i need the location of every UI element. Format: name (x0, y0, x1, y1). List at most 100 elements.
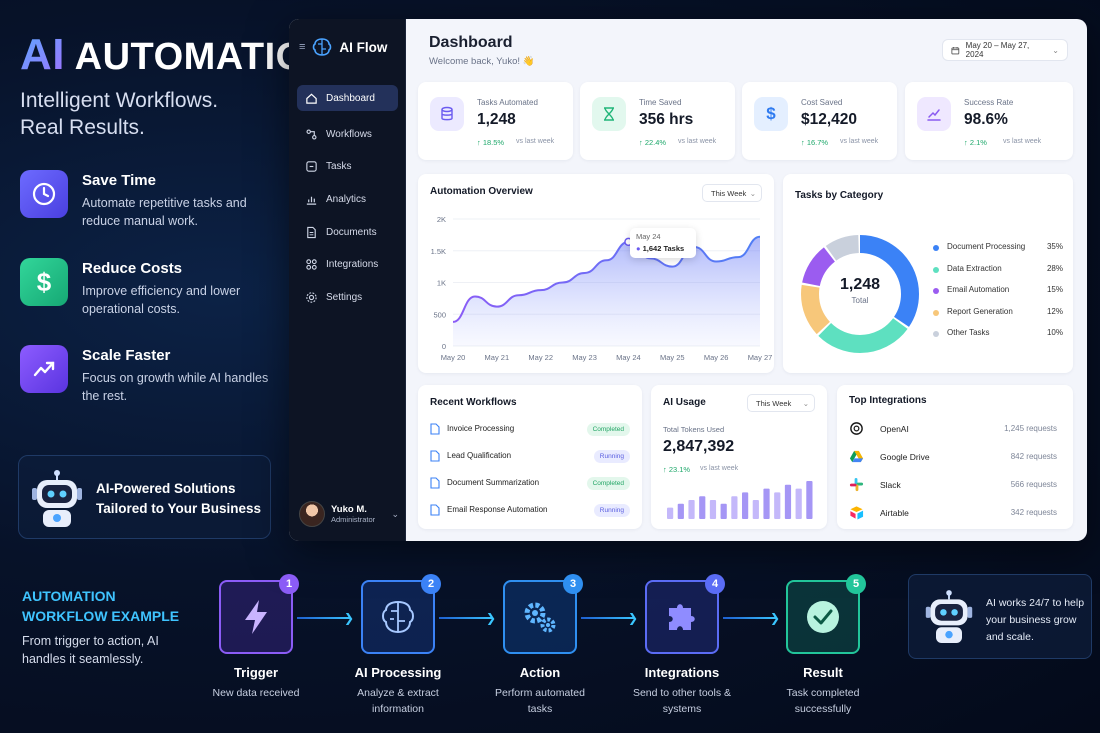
airtable-icon (850, 506, 864, 520)
arrow-head-icon: ❯ (486, 611, 497, 625)
top-integrations-card: Top Integrations OpenAI 1,245 requests G… (837, 385, 1073, 529)
workflow-name: Document Summarization (447, 478, 540, 487)
arrow-connector (723, 617, 777, 619)
usage-label: Total Tokens Used (663, 425, 725, 434)
nav-tasks[interactable]: Tasks (297, 153, 398, 179)
stat-label: Success Rate (964, 98, 1014, 107)
step-desc: Task completed successfully (786, 687, 860, 715)
usage-bar (806, 481, 813, 519)
donut-slice (801, 235, 919, 353)
legend-pct: 15% (1046, 285, 1063, 294)
donut-center-label: Total (851, 296, 869, 305)
status-badge: Completed (586, 423, 630, 436)
google-drive-icon (849, 450, 864, 463)
legend-pct: 12% (1046, 307, 1063, 316)
ai-usage-card: AI Usage This Week ⌄ Total Tokens Used 2… (651, 385, 827, 529)
chevron-down-icon: ⌄ (749, 188, 756, 198)
usage-bar (699, 496, 706, 519)
nav-workflows[interactable]: Workflows (297, 121, 398, 147)
workflow-row[interactable]: Invoice Processing Completed (430, 423, 630, 437)
nav-settings[interactable]: Settings (297, 284, 398, 310)
legend-dot (933, 245, 939, 251)
feature-save-time: Save Time Automate repetitive tasks and … (20, 170, 280, 230)
chevron-down-icon: ⌄ (802, 398, 809, 408)
usage-bar (720, 503, 727, 519)
stat-label: Tasks Automated (477, 98, 538, 107)
lightning-icon (245, 600, 267, 634)
gears-icon (524, 602, 556, 633)
feature-title: Save Time (82, 172, 156, 189)
automation-overview-card: Automation Overview This Week ⌄ 0 500 1K 1.… (418, 174, 774, 373)
integration-row[interactable]: Slack 566 requests (849, 477, 1057, 493)
brand-name: AI Flow (339, 39, 388, 55)
user-menu[interactable]: Yuko M. Administrator ⌄ (299, 499, 399, 529)
workflow-step-action: 3 (503, 574, 583, 654)
workflow-row[interactable]: Lead Qualification Running (430, 450, 630, 464)
document-icon (430, 477, 440, 489)
overview-area-chart: 0 500 1K 1.5K 2K May 20 May 21 May 22 May 23 May… (431, 215, 773, 362)
legend-dot (933, 331, 939, 337)
integration-row[interactable]: OpenAI 1,245 requests (849, 421, 1057, 437)
chevron-down-icon: ⌄ (1052, 45, 1059, 55)
menu-icon[interactable]: ≡ (299, 41, 306, 53)
workflow-row[interactable]: Email Response Automation Running (430, 504, 630, 518)
nav-analytics[interactable]: Analytics (297, 186, 398, 212)
stat-card-time: Time Saved 356 hrs ↑ 22.4% vs last week (580, 82, 735, 160)
slack-icon (849, 477, 864, 492)
step-number: 4 (705, 574, 725, 594)
step-number: 5 (846, 574, 866, 594)
stat-card-tasks: Tasks Automated 1,248 ↑ 18.5% vs last we… (418, 82, 573, 160)
workflow-row[interactable]: Document Summarization Completed (430, 477, 630, 491)
gear-icon (306, 291, 317, 303)
integration-row[interactable]: Airtable 342 requests (849, 505, 1057, 521)
nav-documents[interactable]: Documents (297, 219, 398, 245)
date-range-picker[interactable]: May 20 – May 27, 2024 ⌄ (942, 39, 1068, 61)
trend-up-icon (20, 345, 68, 393)
tooltip-date: May 24 (636, 232, 661, 241)
legend-name: Data Extraction (947, 264, 1002, 273)
nav-dashboard[interactable]: Dashboard (297, 85, 398, 111)
select-value: This Week (711, 188, 747, 198)
step-title: Result (803, 665, 843, 680)
hero-title: AI AUTOMATION (20, 30, 334, 80)
chart-line-icon (917, 97, 951, 131)
recent-workflows-card: Recent Workflows Invoice Processing Comp… (418, 385, 642, 529)
integration-row[interactable]: Google Drive 842 requests (849, 449, 1057, 465)
nav-integrations[interactable]: Integrations (297, 251, 398, 277)
integration-requests: 342 requests (1010, 508, 1057, 517)
area-line (452, 235, 761, 323)
overview-filter-select[interactable]: This Week ⌄ (702, 184, 762, 202)
y-tick-label: 500 (433, 310, 446, 319)
workflow-step-result: 5 (786, 574, 866, 654)
x-tick-label: May 22 (528, 353, 553, 362)
nav-label: Documents (326, 226, 377, 238)
workflow-icon (306, 128, 317, 140)
usage-filter-select[interactable]: This Week ⌄ (747, 394, 815, 412)
dollar-icon: $ (20, 258, 68, 306)
x-tick-label: May 21 (485, 353, 510, 362)
chevron-down-icon[interactable]: ⌄ (391, 508, 399, 519)
workflow-name: Invoice Processing (447, 424, 515, 433)
usage-bar-chart (667, 481, 813, 519)
arrow-connector (297, 617, 351, 619)
nav-label: Settings (326, 291, 363, 303)
document-icon (307, 226, 316, 238)
brand: ≡ AI Flow (299, 37, 387, 57)
stat-vs: vs last week (840, 138, 879, 145)
feature-scale-faster: Scale Faster Focus on growth while AI ha… (20, 345, 280, 405)
robot-icon (32, 470, 82, 527)
stat-card-cost: $ Cost Saved $12,420 ↑ 16.7% vs last wee… (742, 82, 897, 160)
user-role: Administrator (331, 515, 376, 524)
step-desc: Send to other tools & systems (632, 687, 732, 715)
hourglass-icon (592, 97, 626, 131)
arrow-head-icon: ❯ (770, 611, 781, 625)
user-info: Yuko M. Administrator (331, 504, 375, 524)
x-tick-label: May 25 (660, 353, 685, 362)
stat-value: 356 hrs (639, 111, 694, 128)
legend-pct: 10% (1046, 328, 1063, 337)
integration-requests: 1,245 requests (1004, 424, 1057, 433)
stat-label: Cost Saved (801, 98, 843, 107)
workflow-heading: AUTOMATION WORKFLOW EXAMPLE (22, 588, 180, 624)
select-value: This Week (756, 398, 792, 408)
nav-label: Analytics (326, 193, 367, 205)
